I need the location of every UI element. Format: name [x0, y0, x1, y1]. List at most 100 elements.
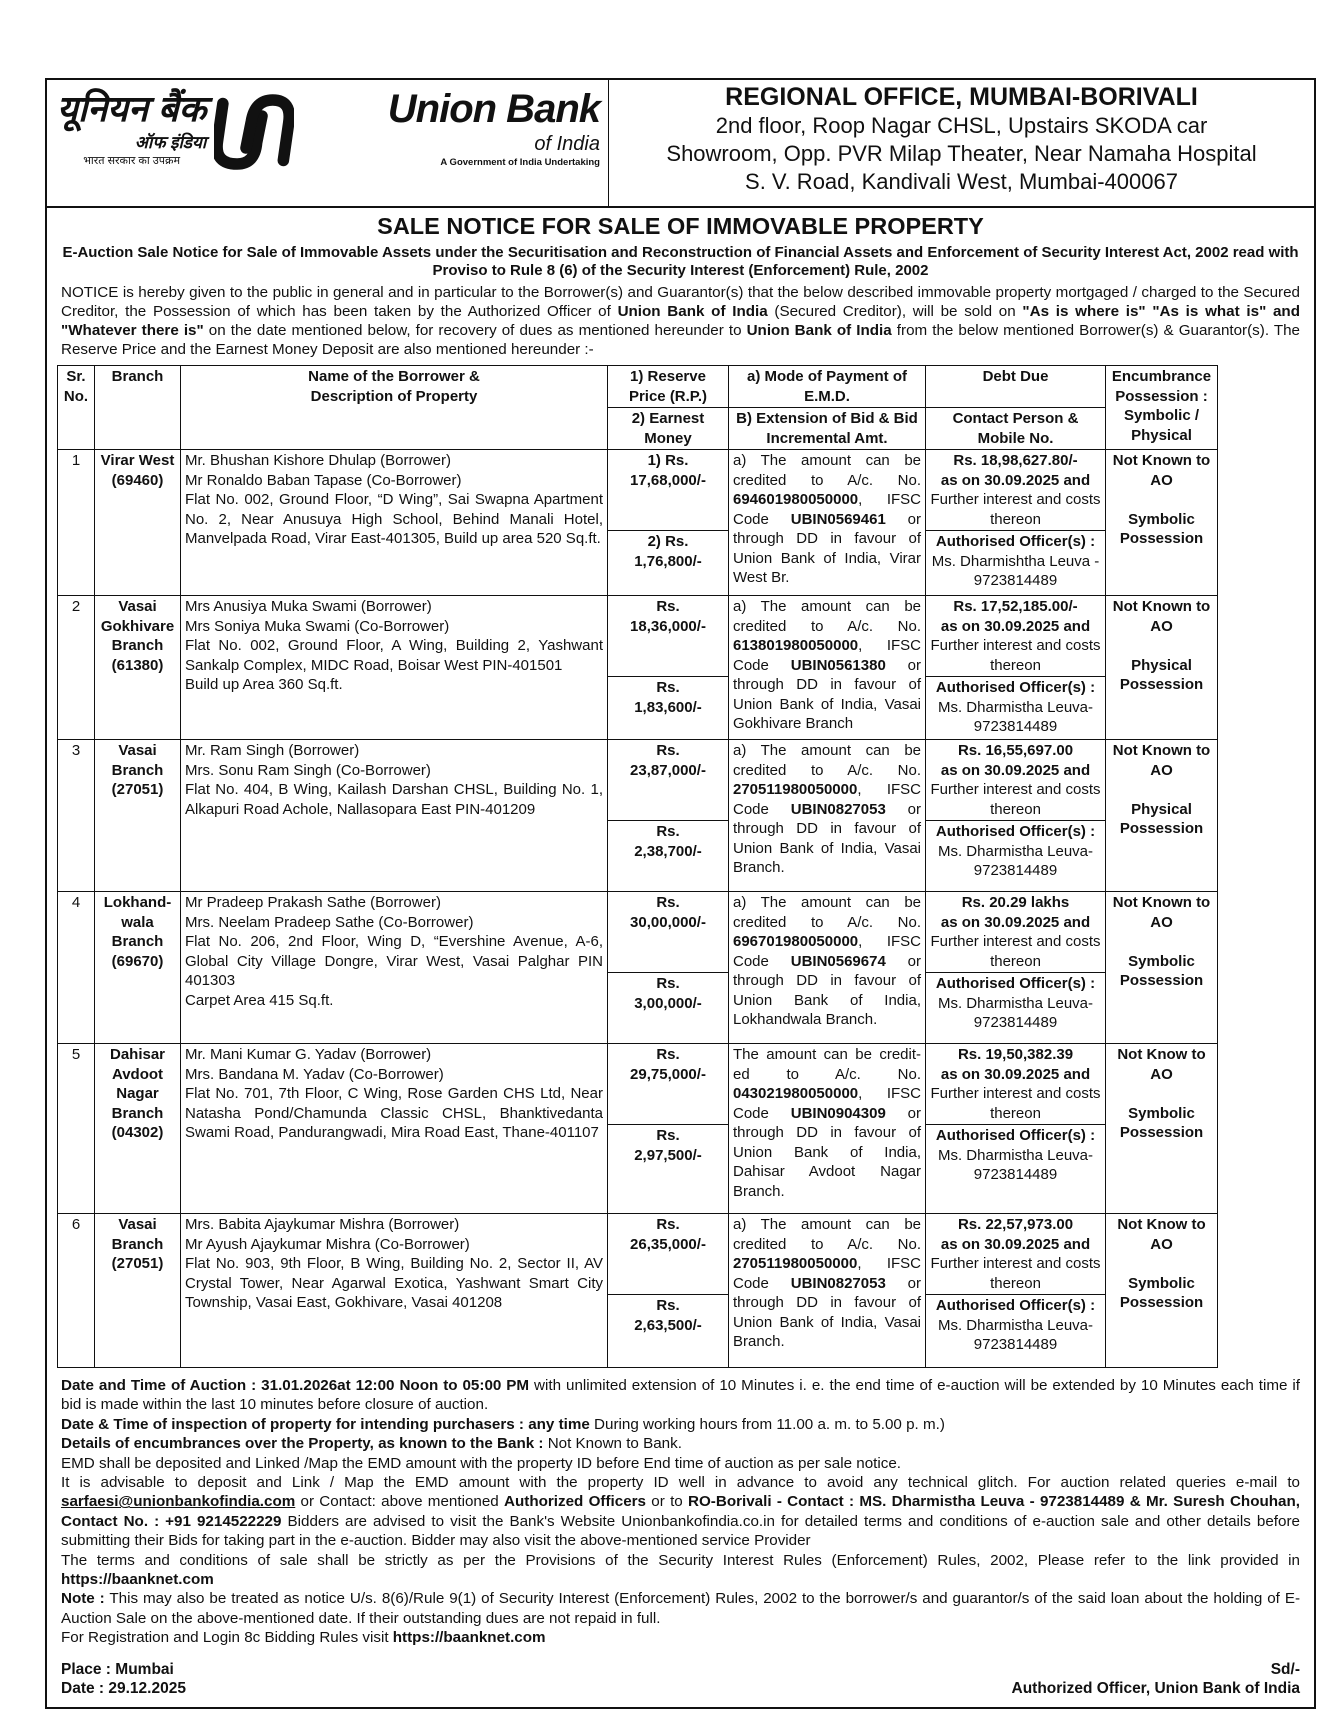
earnest-line: 2,38,700/- — [634, 842, 702, 860]
text-segment: Union Bank of India — [746, 322, 892, 339]
debt-further: Further interest and costs thereon — [930, 491, 1101, 528]
date: Date : 29.12.2025 — [61, 1680, 186, 1698]
reserve-line: 18,36,000/- — [630, 617, 706, 635]
table-row: 3 Vasai Branch (27051) Mr. Ram Singh (Borrow… — [57, 739, 1218, 892]
table-row: 2 Vasai Gokhivare Branch (61380) Mrs Anusiya … — [57, 595, 1218, 740]
payment-text: or through DD in favour of Union Bank of… — [733, 800, 921, 877]
branch-line: (61380) — [111, 656, 164, 674]
payment-text: , IFSC Code — [733, 1255, 921, 1292]
reserve-line: 23,87,000/- — [630, 761, 706, 779]
contact-label: Authorised Officer(s) : — [935, 1127, 1096, 1144]
encumbrance-status: Not Known to AO — [1112, 598, 1211, 635]
earnest-money: Rs. 2,97,500/- — [607, 1124, 729, 1214]
payment-text: a) The amount can be credited to A/c. No… — [733, 1216, 921, 1253]
borrower-line: Flat No. 002, Ground Floor, “D Wing”, Sa… — [185, 491, 603, 547]
branch-line: Virar West — [100, 452, 175, 469]
reserve-price: Rs. 30,00,000/- — [607, 891, 729, 973]
debt-amount: Rs. 16,55,697.00 — [957, 742, 1074, 759]
branch-line: Branch — [111, 1104, 164, 1122]
debt-amount: Rs. 20.29 lakhs — [961, 894, 1070, 911]
reserve-price: Rs. 29,75,000/- — [607, 1043, 729, 1125]
possession-type: Physical Possession — [1119, 800, 1204, 838]
debt-due: Rs. 19,50,382.39 as on 30.09.2025 and Furt… — [925, 1043, 1106, 1125]
text-segment: Authorized Officers — [504, 1493, 646, 1511]
table-row-part: Rs. 2,97,500/- Authorised Officer(s) : Ms. … — [58, 1124, 1218, 1214]
earnest-line: 2,63,500/- — [634, 1316, 702, 1334]
borrower-line: Mrs. Neelam Pradeep Sathe (Co-Borrower) — [185, 913, 474, 931]
reserve-line: Rs. — [656, 894, 680, 911]
borrower-cell: Mr. Mani Kumar G. Yadav (Borrower) Mrs. B… — [180, 1043, 608, 1214]
payment-text: or through DD in favour of Union Bank of… — [733, 1104, 921, 1200]
header-mode: a) Mode of Payment of E.M.D. — [728, 365, 926, 408]
email-link[interactable]: sarfaesi@unionbankofindia.com — [61, 1493, 296, 1511]
payment-text: or through DD in favour of Union Bank of… — [733, 656, 921, 733]
terms-paragraph: It is advisable to deposit and Link / Ma… — [61, 1473, 1300, 1551]
terms-paragraph: Details of encumbrances over the Propert… — [61, 1434, 1300, 1453]
text-segment: Not Known to Bank. — [543, 1435, 682, 1453]
borrower-line: Mrs Soniya Muka Swami (Co-Borrower) — [185, 617, 450, 635]
table-row-part: Rs. 2,63,500/- Authorised Officer(s) : Ms. … — [58, 1294, 1218, 1368]
ifsc-code: UBIN0561380 — [790, 656, 886, 674]
table-row: 5 Dahisar Avdoot Nagar Branch (04302) Mr. Mani… — [57, 1043, 1218, 1214]
reserve-line: Rs. — [656, 598, 680, 615]
logo-name-sub: of India — [534, 133, 600, 155]
address-line: S. V. Road, Kandivali West, Mumbai-40006… — [745, 169, 1178, 194]
encumbrance-status: Not Know to AO — [1117, 1216, 1206, 1253]
text-segment: https://baanknet.com — [392, 1629, 546, 1647]
borrower-line: Flat No. 903, 9th Floor, B Wing, Buildin… — [185, 1255, 603, 1311]
account-number: 696701980050000 — [733, 933, 859, 950]
header-branch: Branch — [94, 365, 181, 450]
branch-line: (69670) — [111, 952, 164, 970]
signoff: Place : Mumbai Sd/- Date : 29.12.2025 Au… — [61, 1660, 1300, 1699]
table-row: 1 Virar West (69460) Mr. Bhushan Kishore Dh… — [57, 449, 1218, 596]
borrower-line: Mr. Ram Singh (Borrower) — [185, 742, 360, 759]
text-segment: Date & Time of inspection of property fo… — [61, 1415, 590, 1433]
branch-line: Gokhivare — [100, 617, 175, 635]
debt-as-on: as on 30.09.2025 and — [940, 913, 1091, 931]
header: यूनियन बैंक ऑफ इंडिया भारत सरकार का उपक्… — [47, 80, 1314, 208]
debt-amount: Rs. 22,57,973.00 — [957, 1216, 1074, 1233]
borrower-cell: Mr. Bhushan Kishore Dhulap (Borrower) Mr … — [180, 449, 608, 596]
sale-notice: यूनियन बैंक ऑफ इंडिया भारत सरकार का उपक्… — [45, 78, 1316, 1709]
office-address: REGIONAL OFFICE, MUMBAI-BORIVALI 2nd flo… — [609, 80, 1314, 206]
account-number: 043021980050000 — [733, 1085, 859, 1102]
terms-paragraph: EMD shall be deposited and Linked /Map t… — [61, 1454, 1300, 1473]
earnest-line: Rs. — [656, 823, 680, 840]
contact-cell: Authorised Officer(s) : Ms. Dharmishtha L… — [925, 530, 1106, 596]
payment-text: , IFSC Code — [733, 637, 921, 674]
earnest-money: Rs. 2,63,500/- — [607, 1294, 729, 1368]
branch-line: (27051) — [111, 1255, 164, 1272]
encumbrance-cell: Not Known to AO Symbolic Possession — [1105, 891, 1218, 1044]
encumbrance-cell: Not Known to AO Symbolic Possession — [1105, 449, 1218, 596]
borrower-cell: Mr. Ram Singh (Borrower) Mrs. Sonu Ram Si… — [180, 739, 608, 892]
payment-text: a) The amount can be credited to A/c. No… — [733, 894, 921, 931]
debt-further: Further interest and costs thereon — [930, 781, 1101, 818]
office-title: REGIONAL OFFICE, MUMBAI-BORIVALI — [725, 83, 1198, 111]
payment-text: , IFSC Code — [733, 1085, 921, 1122]
borrower-line: Flat No. 404, B Wing, Kailash Darshan CH… — [185, 781, 603, 818]
sr-no: 1 — [57, 449, 95, 596]
terms-paragraph: The terms and conditions of sale shall b… — [61, 1551, 1300, 1590]
encumbrance-cell: Not Known to AO Physical Possession — [1105, 739, 1218, 892]
debt-as-on: as on 30.09.2025 and — [940, 1235, 1091, 1253]
text-segment: with unlimited extension of 10 Minutes i… — [61, 1377, 1300, 1414]
contact-label: Authorised Officer(s) : — [935, 1297, 1096, 1314]
table-row: 4 Lokhand-wala Branch (69670) Mr Pradeep Pra… — [57, 891, 1218, 1044]
contact-label: Authorised Officer(s) : — [935, 679, 1096, 696]
text-segment: "As is where is" "As is what is" and "Wh… — [61, 303, 1300, 339]
earnest-money: Rs. 3,00,000/- — [607, 972, 729, 1044]
reserve-price: Rs. 26,35,000/- — [607, 1213, 729, 1295]
header-borrower-line: Description of Property — [310, 387, 478, 405]
possession-type: Symbolic Possession — [1119, 952, 1204, 990]
encumbrance-status: Not Known to AO — [1112, 894, 1211, 931]
text-segment: Bidders are advised to visit the Bank's … — [61, 1512, 1300, 1550]
reserve-line: Rs. — [656, 1216, 680, 1233]
text-segment: from the below mentioned Borrower(s) & G… — [61, 322, 1300, 358]
payment-mode: a) The amount can be credited to A/c. No… — [728, 891, 926, 1044]
contact-cell: Authorised Officer(s) : Ms. Dharmistha Le… — [925, 972, 1106, 1044]
payment-mode: a) The amount can be credited to A/c. No… — [728, 739, 926, 892]
borrower-line: Mr Ronaldo Baban Tapase (Co-Borrower) — [185, 471, 462, 489]
encumbrance-cell: Not Know to AO Symbolic Possession — [1105, 1043, 1218, 1214]
contact-person: Ms. Dharmistha Leuva- 9723814489 — [937, 842, 1094, 880]
branch-cell: Vasai Branch (27051) — [94, 739, 181, 892]
